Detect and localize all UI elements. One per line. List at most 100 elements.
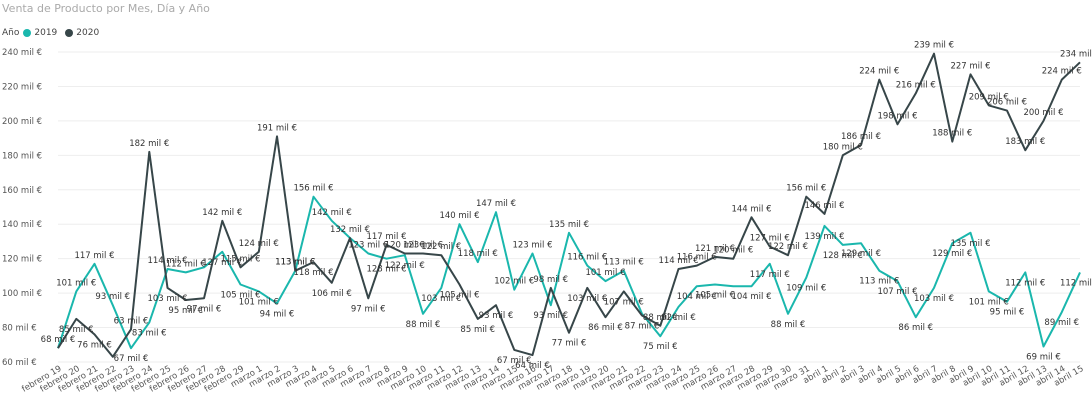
data-label-2019: 101 mil € <box>56 278 96 288</box>
data-label-2020: 105 mil € <box>439 291 479 301</box>
data-label-2020: 146 mil € <box>804 201 844 211</box>
data-label-2020: 85 mil € <box>59 325 94 335</box>
data-label-2019: 92 mil € <box>661 313 696 323</box>
data-label-2019: 129 mil € <box>841 249 881 259</box>
data-label-2020: 180 mil € <box>823 142 863 152</box>
data-label-2019: 140 mil € <box>439 211 479 221</box>
legend-item-2019[interactable]: 2019 <box>23 28 57 38</box>
data-label-2019: 94 mil € <box>260 309 295 319</box>
data-label-2020: 183 mil € <box>1005 137 1045 147</box>
data-label-2019: 113 mil € <box>604 258 644 268</box>
y-tick-label: 220 mil € <box>2 82 42 92</box>
legend-dot-2020 <box>65 29 74 37</box>
y-tick-label: 180 mil € <box>2 151 42 161</box>
data-label-2020: 107 mil € <box>604 297 644 307</box>
data-label-2020: 95 mil € <box>168 306 203 316</box>
data-label-2020: 106 mil € <box>312 289 352 299</box>
data-label-2020: 156 mil € <box>786 184 826 194</box>
data-label-2019: 117 mil € <box>74 251 114 261</box>
data-label-2019: 112 mil € <box>1005 278 1045 288</box>
data-label-2020: 224 mil € <box>1042 67 1082 77</box>
data-label-2019: 89 mil € <box>1044 318 1079 328</box>
data-label-2020: 124 mil € <box>239 239 279 249</box>
data-label-2019: 104 mil € <box>677 292 717 302</box>
data-label-2020: 67 mil € <box>497 356 532 366</box>
data-label-2020: 97 mil € <box>351 304 386 314</box>
data-label-2019: 109 mil € <box>786 284 826 294</box>
data-label-2020: 114 mil € <box>658 256 698 266</box>
data-label-2019: 112 mil € <box>166 259 206 269</box>
legend-item-2020[interactable]: 2020 <box>65 28 99 38</box>
data-label-2020: 118 mil € <box>293 268 333 278</box>
data-label-2020: 186 mil € <box>841 132 881 142</box>
data-label-2020: 188 mil € <box>932 129 972 139</box>
data-label-2020: 120 mil € <box>385 241 425 251</box>
y-tick-label: 100 mil € <box>2 289 42 299</box>
data-label-2020: 88 mil € <box>643 313 678 323</box>
data-label-2020: 127 mil € <box>750 234 790 244</box>
data-label-2020: 123 mil € <box>403 241 443 251</box>
chart-title: Venta de Producto por Mes, Día y Año <box>2 2 210 15</box>
data-label-2019: 95 mil € <box>990 308 1025 318</box>
data-label-2020: 86 mil € <box>588 323 623 333</box>
data-label-2019: 103 mil € <box>914 294 954 304</box>
series-line-2020 <box>57 52 1081 358</box>
data-label-2020: 206 mil € <box>987 98 1027 108</box>
data-label-2019: 113 mil € <box>275 258 315 268</box>
data-label-2020: 121 mil € <box>695 244 735 254</box>
data-label-2020: 113 mil € <box>275 258 315 268</box>
data-label-2019: 101 mil € <box>969 297 1009 307</box>
data-label-2020: 64 mil € <box>515 361 550 371</box>
data-label-2019: 135 mil € <box>549 220 589 230</box>
data-label-2019: 127 mil € <box>202 258 242 268</box>
data-label-2020: 68 mil € <box>41 335 76 345</box>
data-label-2020: 116 mil € <box>677 253 717 263</box>
y-tick-label: 200 mil € <box>2 117 42 127</box>
data-label-2020: 63 mil € <box>114 316 149 326</box>
data-label-2019: 83 mil € <box>132 328 167 338</box>
data-label-2020: 93 mil € <box>479 311 514 321</box>
data-label-2019: 129 mil € <box>932 249 972 259</box>
data-label-2020: 224 mil € <box>859 67 899 77</box>
data-label-2020: 234 mil € <box>1060 49 1092 59</box>
data-label-2020: 117 mil € <box>366 232 406 242</box>
data-label-2019: 88 mil € <box>406 320 441 330</box>
data-label-2019: 69 mil € <box>1026 353 1061 363</box>
y-tick-label: 140 mil € <box>2 220 42 230</box>
data-label-2019: 67 mil € <box>114 354 149 364</box>
data-label-2020: 239 mil € <box>914 41 954 51</box>
data-label-2019: 128 mil € <box>823 251 863 261</box>
data-label-2019: 86 mil € <box>898 323 933 333</box>
data-label-2019: 103 mil € <box>421 294 461 304</box>
legend-label: Año <box>2 28 20 38</box>
y-tick-label: 60 mil € <box>2 358 37 368</box>
data-label-2019: 105 mil € <box>695 291 735 301</box>
legend: Año 2019 2020 <box>2 28 103 38</box>
data-label-2019: 101 mil € <box>239 297 279 307</box>
data-label-2020: 182 mil € <box>129 139 169 149</box>
y-tick-label: 80 mil € <box>2 324 37 334</box>
data-label-2019: 123 mil € <box>348 241 388 251</box>
data-label-2020: 122 mil € <box>768 242 808 252</box>
series-line-2019 <box>57 195 1081 350</box>
legend-dot-2019 <box>23 29 32 37</box>
data-label-2020: 200 mil € <box>1023 108 1063 118</box>
data-label-2019: 102 mil € <box>494 277 534 287</box>
data-label-2020: 227 mil € <box>950 61 990 71</box>
data-label-2019: 101 mil € <box>585 268 625 278</box>
data-label-2019: 113 mil € <box>859 277 899 287</box>
legend-text-2019: 2019 <box>34 28 58 38</box>
data-label-2019: 107 mil € <box>877 287 917 297</box>
data-label-2019: 93 mil € <box>533 311 568 321</box>
data-label-2019: 142 mil € <box>312 208 352 218</box>
data-label-2020: 87 mil € <box>625 322 660 332</box>
data-label-2020: 103 mil € <box>567 294 607 304</box>
data-label-2020: 77 mil € <box>552 339 587 349</box>
data-label-2019: 93 mil € <box>95 292 130 302</box>
data-label-2019: 122 mil € <box>385 261 425 271</box>
data-label-2019: 132 mil € <box>330 225 370 235</box>
y-tick-label: 160 mil € <box>2 186 42 196</box>
data-label-2019: 128 mil € <box>366 265 406 275</box>
legend-text-2020: 2020 <box>76 28 100 38</box>
data-label-2020: 209 mil € <box>969 92 1009 102</box>
